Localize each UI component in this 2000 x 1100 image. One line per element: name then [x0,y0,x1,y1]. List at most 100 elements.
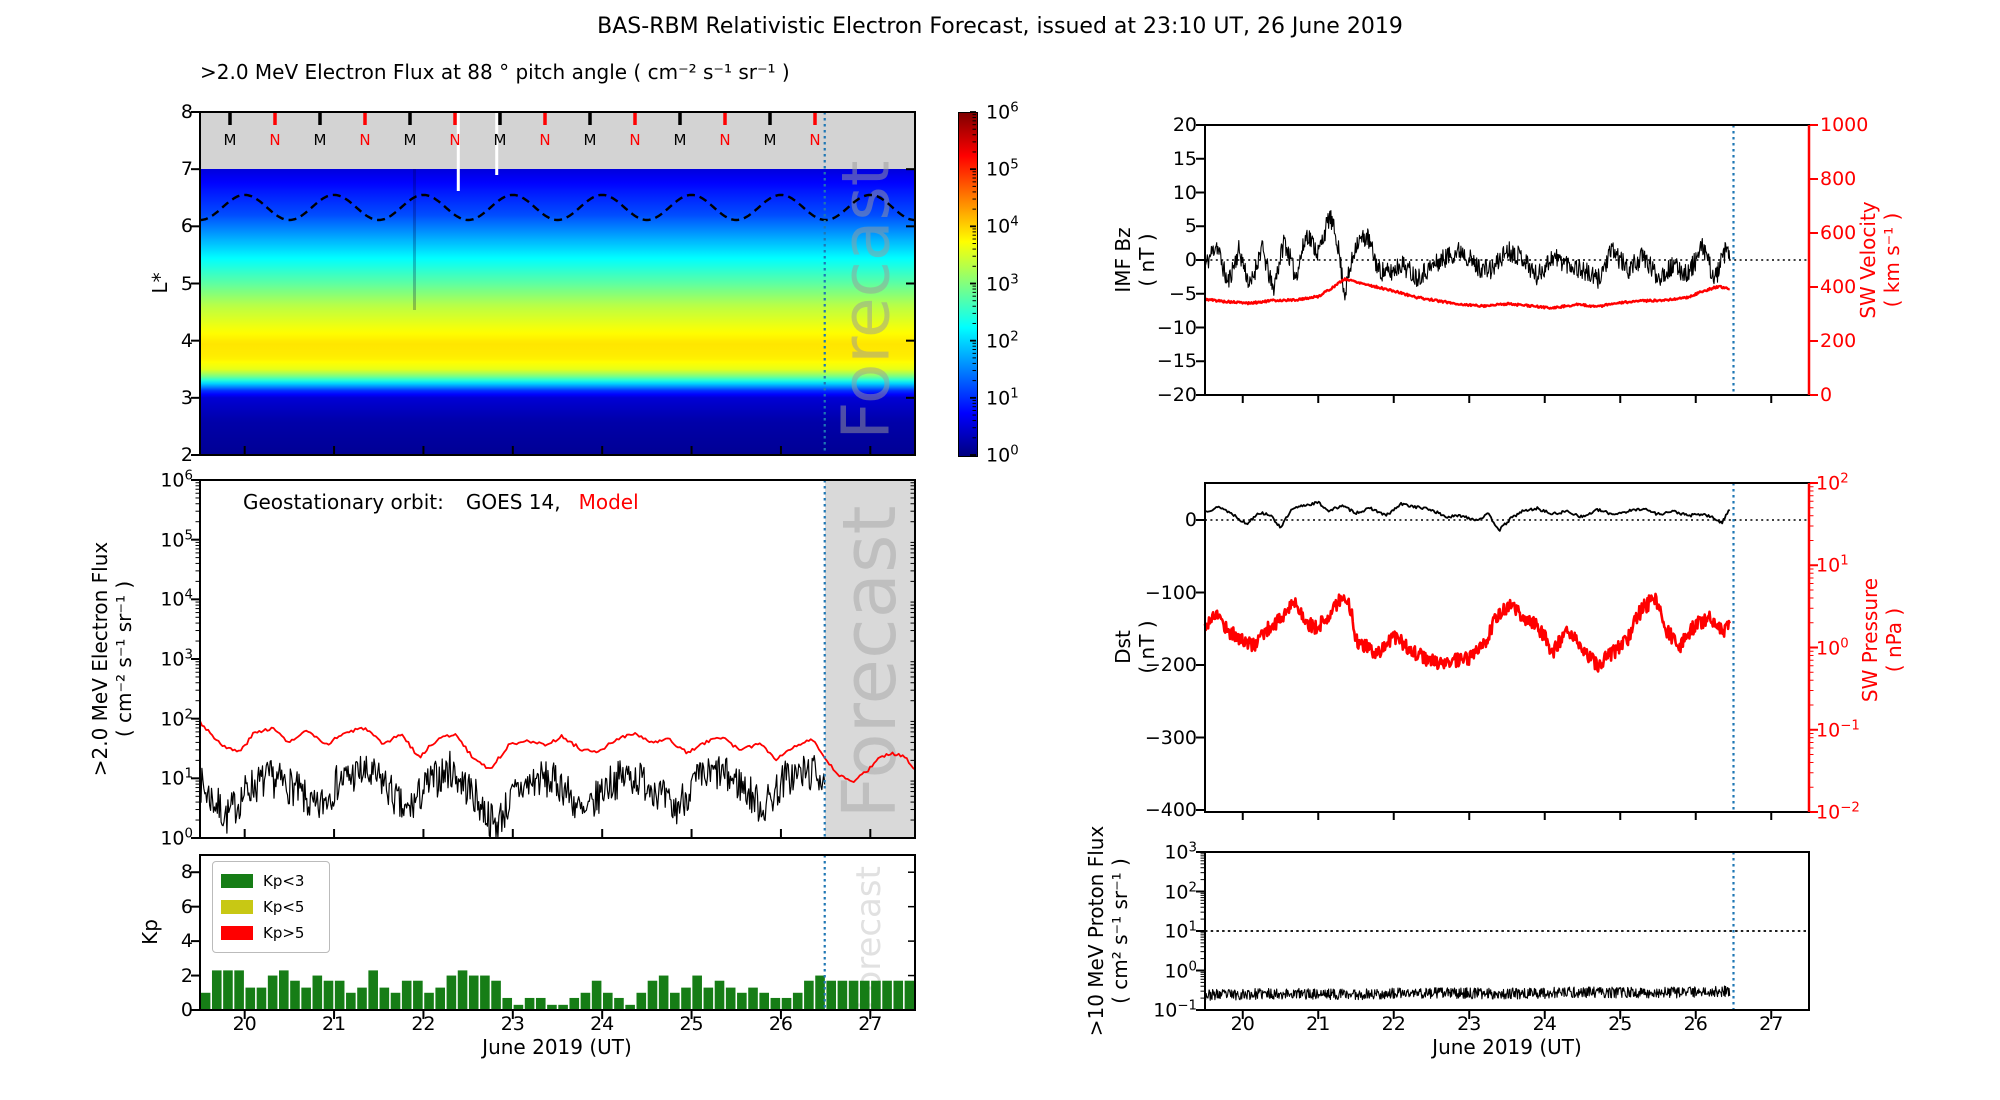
lstar-tick-label: 6 [180,215,193,238]
kp-legend-row-low: Kp<3 [221,868,321,894]
kp-low-swatch [221,874,253,888]
proton-xtick-label: 21 [1306,1013,1331,1035]
flux-tick-label: 101 [160,766,193,790]
proton-tick-label: 100 [1164,958,1197,983]
colorbar-tick-label: 105 [986,157,1019,181]
sw-pressure-ylabel: SW Pressure ( nPa ) [1858,578,1906,702]
annotation-model: Model [578,490,639,514]
flux-tick-label: 100 [160,826,193,850]
proton-xtick-label: 25 [1608,1013,1633,1035]
sw-velocity-tick-label: 1000 [1820,114,1869,136]
proton-tick-label: 101 [1164,919,1197,943]
proton-xtick-label: 26 [1683,1013,1708,1035]
sw-velocity-ylabel-line2: ( km s⁻¹ ) [1880,212,1904,308]
proton-xtick-label: 22 [1381,1013,1406,1035]
sw-velocity-tick-label: 200 [1820,330,1857,352]
lstar-tick-label: 7 [180,158,193,181]
proton-ylabel-line2: ( cm² s⁻¹ sr⁻¹ ) [1108,858,1132,1004]
imf-tick-label: −10 [1156,316,1197,339]
kp-tick-label: 8 [180,861,193,884]
kp-low-label: Kp<3 [263,872,305,890]
figure-title: BAS-RBM Relativistic Electron Forecast, … [597,14,1403,39]
mn-label-n: N [269,131,281,149]
proton-xtick-label: 23 [1457,1013,1482,1035]
mn-label-m: M [673,131,687,149]
sw-pressure-tick-label: 100 [1816,635,1849,660]
mn-label-n: N [359,131,371,149]
colorbar-tick-label: 101 [986,386,1019,410]
imf-ylabel-line2: ( nT ) [1135,233,1159,287]
proton-xtick-label: 20 [1230,1013,1255,1035]
kp-xtick-label: 25 [679,1013,704,1035]
proton-tick-label: 10−1 [1153,998,1197,1022]
sw-velocity-tick-label: 800 [1820,168,1857,190]
kp-high-swatch [221,926,253,940]
colorbar-tick-label: 102 [986,328,1019,353]
mn-label-n: N [539,131,551,149]
kp-mid-swatch [221,900,253,914]
dst-tick-label: −100 [1144,581,1197,604]
dst-ylabel-line1: Dst [1111,630,1135,664]
sw-velocity-tick-label: 600 [1820,222,1857,244]
sw-pressure-ylabel-line2: ( nPa ) [1882,607,1906,673]
mn-label-n: N [629,131,641,149]
mn-label-n: N [809,131,821,149]
kp-xtick-label: 22 [411,1013,436,1035]
heatmap-ylabel: L* [148,272,172,294]
forecast-shaded-region [825,480,915,838]
kp-xtick-label: 23 [500,1013,525,1035]
kp-legend: Kp<3 Kp<5 Kp>5 [212,861,330,953]
sw-velocity-ylabel: SW Velocity ( km s⁻¹ ) [1856,201,1904,318]
kp-high-label: Kp>5 [263,924,305,942]
kp-tick-label: 0 [180,999,193,1021]
imf-tick-label: 20 [1172,114,1197,136]
proton-xlabel: June 2019 (UT) [1432,1035,1582,1059]
sw-pressure-tick-label: 10−2 [1816,800,1860,824]
proton-ylabel: >10 MeV Proton Flux ( cm² s⁻¹ sr⁻¹ ) [1084,826,1132,1037]
kp-xtick-label: 26 [768,1013,794,1035]
sw-pressure-tick-label: 10−1 [1816,718,1860,742]
sw-pressure-tick-label: 102 [1816,471,1849,495]
mn-label-m: M [493,131,507,149]
kp-xtick-label: 27 [858,1013,883,1035]
sw-pressure-ylabel-line1: SW Pressure [1858,577,1882,703]
proton-xtick-label: 27 [1759,1013,1784,1035]
colorbar-tick-label: 100 [986,443,1019,467]
flux-ylabel: >2.0 MeV Electron Flux ( cm⁻² s⁻¹ sr⁻¹ ) [88,542,136,776]
imf-tick-label: −5 [1168,282,1197,305]
lstar-tick-label: 8 [180,101,193,123]
lstar-tick-label: 4 [180,329,193,352]
dst-tick-label: −400 [1144,799,1197,821]
imf-tick-label: −20 [1156,384,1197,406]
kp-xtick-label: 20 [232,1013,257,1035]
flux-ylabel-line2: ( cm⁻² s⁻¹ sr⁻¹ ) [112,580,136,738]
sw-velocity-tick-label: 0 [1820,384,1833,406]
imf-ylabel: IMF Bz ( nT ) [1111,227,1159,292]
dst-tick-label: −300 [1144,726,1197,749]
kp-legend-row-high: Kp>5 [221,920,321,946]
sw-pressure-tick-label: 101 [1816,553,1849,577]
mn-label-n: N [449,131,461,149]
flux-tick-label: 102 [160,706,193,731]
flux-tick-label: 106 [160,468,193,492]
colorbar-tick-label: 103 [986,271,1019,296]
kp-mid-label: Kp<5 [263,898,305,916]
mn-label-m: M [403,131,417,149]
imf-tick-label: 10 [1172,181,1197,204]
lstar-tick-label: 5 [180,272,193,295]
kp-legend-row-mid: Kp<5 [221,894,321,920]
colorbar-tick-label: 104 [986,214,1019,238]
lstar-tick-label: 2 [180,444,193,466]
lstar-tick-label: 3 [180,386,193,409]
mn-label-m: M [763,131,777,149]
colorbar-tick-label: 106 [986,100,1019,124]
heatmap-title: >2.0 MeV Electron Flux at 88 ° pitch ang… [200,60,790,84]
imf-tick-label: 15 [1172,147,1197,170]
flux-tick-label: 105 [160,527,193,552]
kp-tick-label: 4 [180,930,193,953]
dst-tick-label: 0 [1184,509,1197,531]
mn-label-m: M [583,131,597,149]
dst-tick-label: −200 [1144,654,1197,676]
